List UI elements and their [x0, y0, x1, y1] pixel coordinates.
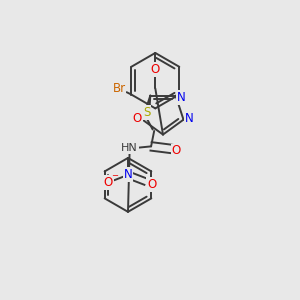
Text: S: S	[143, 106, 150, 119]
Text: O: O	[103, 176, 112, 189]
Text: HN: HN	[121, 143, 138, 153]
Text: O: O	[133, 112, 142, 124]
Text: N: N	[184, 112, 193, 124]
Text: N: N	[124, 168, 132, 182]
Text: −: −	[111, 171, 118, 180]
Text: N: N	[177, 91, 185, 103]
Text: O: O	[172, 145, 181, 158]
Text: O: O	[147, 178, 157, 190]
Text: Br: Br	[112, 82, 125, 95]
Text: O: O	[151, 63, 160, 76]
